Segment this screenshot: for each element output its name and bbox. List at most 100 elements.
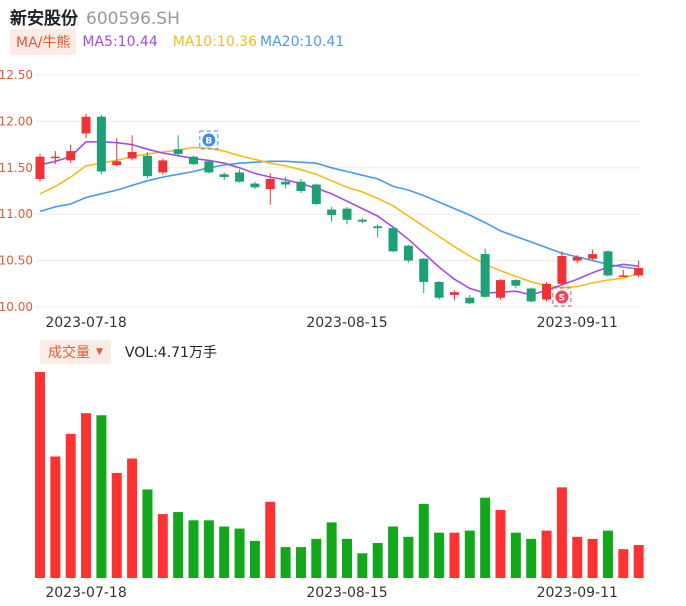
candle-body (588, 254, 598, 259)
candle-body (173, 149, 183, 154)
candle (403, 244, 413, 263)
candle-body (480, 254, 490, 297)
candle-body (189, 156, 198, 165)
volume-bar (219, 526, 230, 578)
volume-bar (541, 530, 552, 578)
ma10-line (39, 146, 639, 289)
candle-body (634, 268, 644, 276)
candle-body (281, 181, 291, 185)
candle-body (618, 275, 628, 277)
volume-bar (403, 536, 414, 578)
candle (219, 172, 229, 180)
candle (588, 249, 598, 261)
candle (189, 155, 198, 166)
sell-marker-dot (555, 290, 569, 304)
candle (480, 248, 490, 298)
candle-body (66, 151, 76, 161)
volume-bar (372, 542, 383, 578)
candle-body (449, 292, 459, 295)
candle-body (572, 256, 582, 261)
x-tick-label: 2023-07-18 (45, 585, 126, 601)
candle (158, 158, 168, 175)
candle (572, 255, 582, 264)
candle-body (311, 184, 321, 204)
candle-body (603, 251, 613, 276)
candle-body (511, 280, 521, 286)
volume-bar (480, 497, 491, 578)
candle-body (235, 172, 245, 182)
volume-bar (618, 549, 629, 578)
candle (265, 173, 275, 205)
volume-bar (173, 512, 184, 578)
candle (373, 224, 383, 238)
x-tick-label: 2023-08-15 (306, 315, 387, 331)
volume-bar (157, 514, 168, 578)
candle-body (50, 156, 60, 159)
candle-body (265, 178, 275, 190)
volume-bar (357, 553, 368, 578)
volume-bar (587, 538, 598, 578)
caret-down-icon: ▼ (96, 347, 103, 357)
volume-bar (111, 472, 122, 578)
candle (618, 269, 628, 277)
candle (112, 138, 122, 166)
ma20-value: MA20:10.41 (260, 34, 345, 50)
volume-toggle-label: 成交量 (48, 345, 90, 361)
buy-marker: B (199, 130, 219, 150)
candle-body (496, 280, 505, 298)
candle (557, 251, 567, 286)
volume-toggle-button[interactable]: 成交量 ▼ (40, 340, 111, 364)
sell-marker-label: S (559, 294, 565, 304)
candle (342, 206, 352, 225)
sell-marker: S (552, 287, 572, 307)
volume-bar (495, 510, 506, 578)
candle-body (373, 226, 383, 229)
candle (142, 152, 152, 179)
buy-marker-frame (199, 130, 219, 150)
volume-bar (127, 458, 138, 578)
stock-header: 新安股份 600596.SH (10, 4, 180, 29)
candle-body (296, 181, 306, 191)
candle (511, 279, 521, 289)
volume-bar (434, 532, 445, 578)
volume-bar (50, 456, 61, 578)
volume-bar (280, 547, 291, 578)
ma5-value: MA5:10.44 (82, 34, 158, 50)
candle-body (327, 209, 337, 216)
candle (96, 114, 106, 175)
volume-bar (418, 503, 429, 578)
candle (127, 135, 137, 161)
volume-bar (602, 530, 613, 578)
candle (281, 177, 291, 189)
y-tick-label: 10.50 (0, 254, 33, 268)
candle (388, 226, 398, 253)
candle-body (204, 161, 214, 173)
y-tick-label: 11.50 (0, 161, 33, 175)
candle (327, 206, 337, 222)
y-tick-label: 12.50 (0, 68, 33, 82)
candle (311, 183, 321, 205)
x-tick-label: 2023-09-11 (537, 585, 618, 601)
y-tick-label: 10.00 (0, 300, 33, 314)
candle-body (81, 116, 91, 134)
volume-bar (188, 520, 199, 578)
volume-legend: 成交量 ▼ VOL:4.71万手 (40, 340, 217, 364)
candle-body (526, 288, 536, 302)
volume-bar (265, 501, 276, 578)
candle-body (465, 297, 475, 304)
volume-bar (449, 532, 460, 578)
volume-bar (249, 540, 260, 578)
volume-bar (326, 522, 337, 578)
candle-body (96, 116, 106, 172)
candle (235, 169, 245, 183)
candle-body (434, 281, 444, 298)
volume-bar (388, 526, 399, 578)
ma-toggle-button[interactable]: MA/牛熊 (10, 29, 77, 55)
candle (296, 178, 306, 193)
ma20-line (39, 160, 639, 270)
sell-marker-frame (552, 287, 572, 307)
candle-body (112, 161, 122, 166)
y-tick-label: 11.00 (0, 207, 33, 221)
candle (357, 217, 367, 224)
